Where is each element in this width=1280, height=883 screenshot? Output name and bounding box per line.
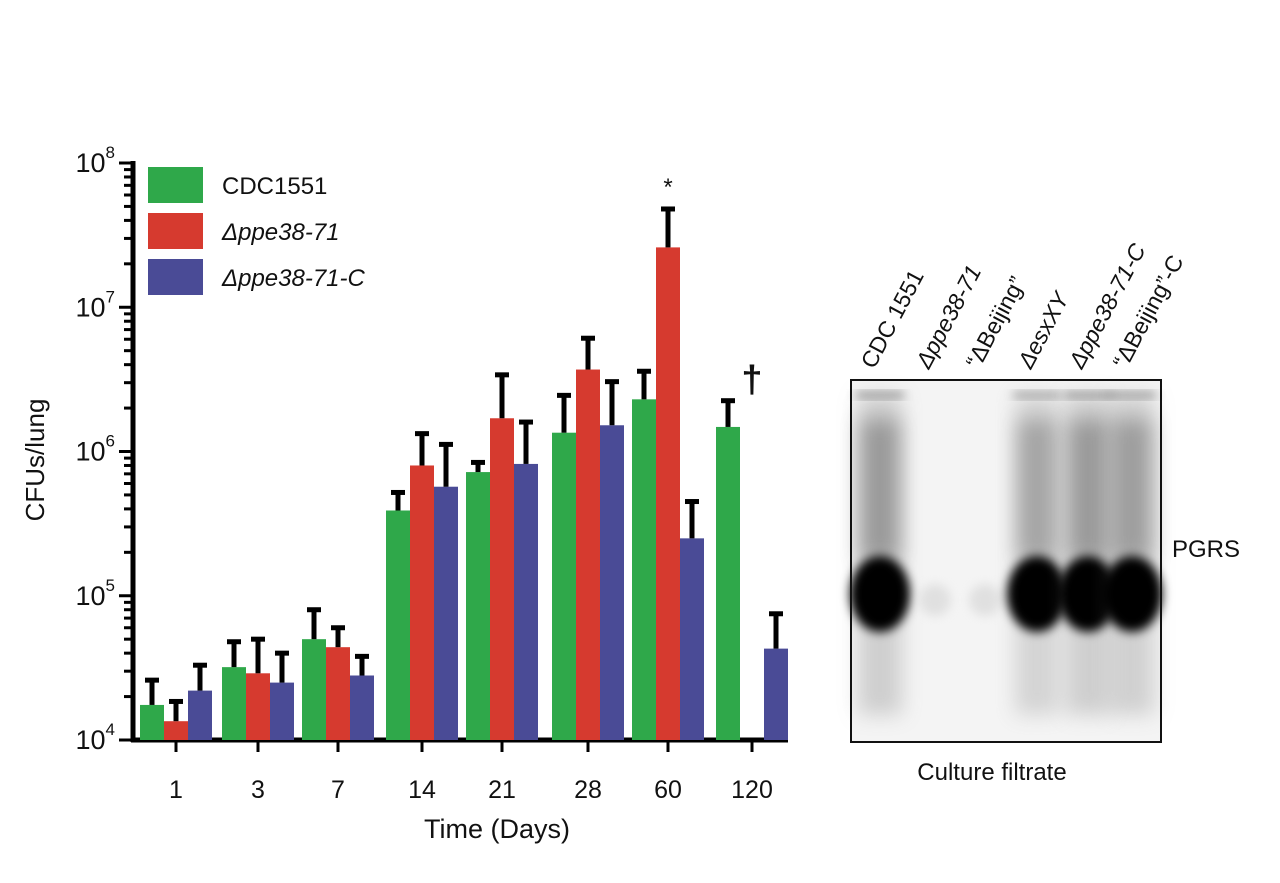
y-axis-label: CFUs/lung bbox=[20, 399, 50, 522]
bar bbox=[466, 472, 490, 740]
legend-swatch bbox=[148, 259, 203, 295]
blot-caption: Culture filtrate bbox=[917, 759, 1066, 786]
blot-lanes bbox=[850, 392, 1162, 715]
bar bbox=[576, 369, 600, 740]
blot-lane bbox=[850, 392, 910, 715]
x-tick-label: 28 bbox=[574, 776, 602, 804]
bar bbox=[188, 690, 212, 740]
bar bbox=[434, 486, 458, 740]
legend-swatch bbox=[148, 213, 203, 249]
bar bbox=[680, 538, 704, 740]
bar-series bbox=[140, 206, 788, 741]
annotations: *† bbox=[663, 174, 762, 401]
blot-frame bbox=[850, 379, 1162, 743]
bar bbox=[164, 721, 188, 740]
legend-label: CDC1551 bbox=[222, 173, 327, 200]
legend-label: Δppe38-71-C bbox=[221, 265, 366, 292]
bar bbox=[140, 704, 164, 740]
y-tick-label: 106 bbox=[75, 432, 115, 467]
y-tick-label: 105 bbox=[75, 576, 115, 611]
legend-swatch bbox=[148, 167, 203, 203]
x-tick-label: 60 bbox=[654, 776, 682, 804]
blot-lane bbox=[1102, 392, 1162, 715]
bar bbox=[270, 682, 294, 740]
blot-lane bbox=[1058, 392, 1118, 715]
blot-lane bbox=[969, 584, 1001, 616]
x-tick-label: 7 bbox=[331, 776, 345, 804]
bar bbox=[326, 647, 350, 740]
significance-marker: * bbox=[663, 174, 672, 201]
x-axis-label: Time (Days) bbox=[424, 814, 570, 844]
bar bbox=[386, 510, 410, 740]
y-axis: 104 105 106 107 108 bbox=[75, 143, 136, 755]
bar bbox=[632, 399, 656, 740]
x-tick-label: 3 bbox=[251, 776, 265, 804]
y-tick-label: 108 bbox=[75, 143, 115, 178]
bar bbox=[222, 667, 246, 740]
x-tick-label: 14 bbox=[408, 776, 436, 804]
bar bbox=[246, 673, 270, 740]
blot-lane-labels: CDC 1551Δppe38-71“ΔBeijing”ΔesxXYΔppe38-… bbox=[855, 239, 1188, 373]
bar bbox=[600, 425, 624, 740]
bar bbox=[656, 247, 680, 741]
band-label: PGRS bbox=[1172, 536, 1240, 563]
death-marker: † bbox=[741, 359, 762, 401]
bar bbox=[350, 675, 374, 740]
legend-label: Δppe38-71 bbox=[221, 219, 340, 246]
blot-lane bbox=[1007, 392, 1067, 715]
x-tick-label: 120 bbox=[731, 776, 773, 804]
x-tick-label: 21 bbox=[488, 776, 516, 804]
bar bbox=[490, 418, 514, 740]
blot-lane bbox=[919, 584, 951, 616]
y-tick-label: 107 bbox=[75, 287, 115, 322]
legend: CDC1551 Δppe38-71 Δppe38-71-C bbox=[148, 167, 366, 295]
bar bbox=[410, 465, 434, 740]
bar bbox=[514, 463, 538, 740]
western-blot-panel: CDC 1551Δppe38-71“ΔBeijing”ΔesxXYΔppe38-… bbox=[850, 239, 1240, 786]
y-tick-label: 104 bbox=[75, 720, 115, 755]
bar bbox=[716, 426, 740, 740]
x-axis: 1 3 7 14 21 28 60 120 bbox=[131, 737, 788, 804]
x-tick-label: 1 bbox=[169, 776, 183, 804]
bar-chart-panel: 104 105 106 107 108 1 3 7 14 21 28 60 120 CDC1551 Δp… bbox=[20, 143, 788, 844]
bar bbox=[302, 639, 326, 740]
bar bbox=[764, 648, 788, 740]
bar bbox=[552, 432, 576, 740]
